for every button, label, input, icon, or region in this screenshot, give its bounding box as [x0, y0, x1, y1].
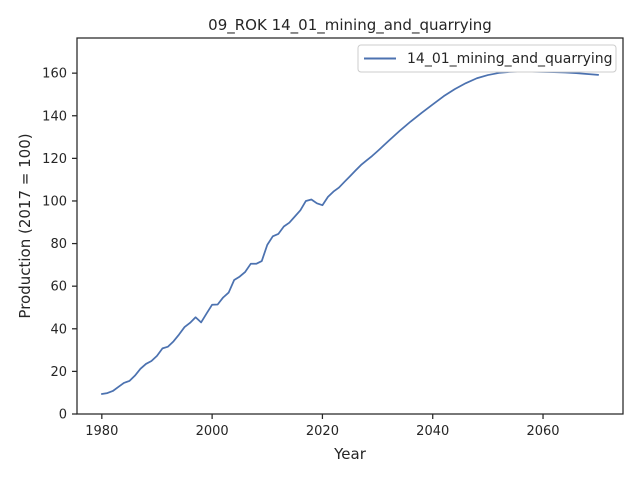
- y-axis-label: Production (2017 = 100): [16, 133, 34, 318]
- y-tick-label: 120: [42, 152, 67, 167]
- legend: 14_01_mining_and_quarrying: [357, 44, 617, 73]
- x-tick-label: 1980: [85, 424, 118, 439]
- x-tick-label: 2000: [196, 424, 229, 439]
- y-tick-label: 0: [59, 408, 67, 423]
- y-tick-label: 20: [50, 365, 67, 380]
- x-tick-label: 2040: [416, 424, 449, 439]
- chart-title: 09_ROK 14_01_mining_and_quarrying: [208, 16, 492, 35]
- x-axis: 1980 2000 2020 2040 2060: [85, 414, 560, 439]
- y-tick-label: 140: [42, 109, 67, 124]
- y-tick-label: 40: [50, 322, 67, 337]
- y-tick-label: 80: [50, 237, 67, 252]
- y-tick-label: 100: [42, 194, 67, 209]
- x-tick-label: 2020: [306, 424, 339, 439]
- y-tick-label: 160: [42, 67, 67, 82]
- y-axis: 0 20 40 60 80 100 120 140 160: [42, 67, 77, 423]
- series-line-0: [100, 70, 600, 395]
- y-tick-label: 60: [50, 280, 67, 295]
- legend-box: [357, 44, 617, 73]
- series-layer: [100, 70, 600, 395]
- x-tick-label: 2060: [526, 424, 559, 439]
- x-axis-label: Year: [333, 445, 367, 463]
- legend-label: 14_01_mining_and_quarrying: [407, 51, 613, 67]
- plot-area: [76, 37, 624, 415]
- plot-frame: [76, 37, 624, 415]
